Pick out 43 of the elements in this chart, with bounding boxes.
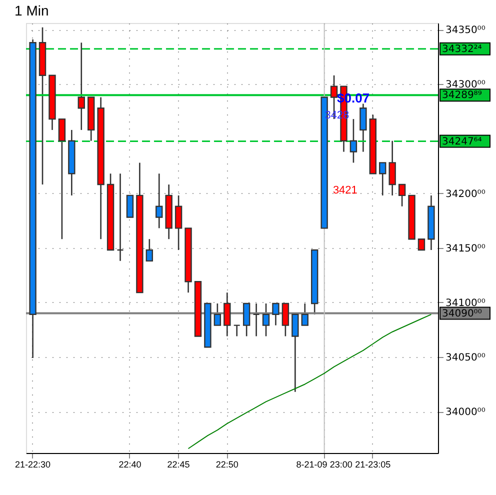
- annotation: 3421: [332, 184, 358, 197]
- y-tick-label: 34150⁰⁰: [446, 243, 486, 254]
- candlestick: [214, 302, 222, 326]
- x-tick-label: 21-22:30: [15, 460, 51, 470]
- candlestick: [262, 302, 270, 337]
- ref-line-label: 34332²⁴: [442, 44, 482, 55]
- candlestick: [360, 103, 367, 152]
- x-tick-label: 22:45: [167, 460, 190, 470]
- candlestick: [146, 238, 154, 262]
- candlestick: [398, 184, 406, 207]
- candlestick: [350, 118, 358, 164]
- candlestick: [301, 302, 308, 326]
- candlestick: [116, 172, 124, 262]
- y-tick-label: 34200⁰⁰: [446, 188, 486, 200]
- candlestick: [233, 324, 240, 337]
- candlestick: [224, 292, 231, 337]
- candlestick: [272, 302, 280, 326]
- candlestick: [78, 42, 85, 131]
- y-tick-label: 34300⁰⁰: [446, 80, 486, 91]
- y-tick-label: 34050⁰⁰: [446, 352, 486, 364]
- ref-line-label: 34247⁶⁴: [442, 136, 482, 148]
- ref-line-label: 34289⁸⁹: [442, 90, 482, 102]
- y-tick-label: 34000⁰⁰: [446, 407, 486, 418]
- x-tick-label: 22:40: [118, 460, 142, 470]
- candlestick: [252, 302, 260, 337]
- candlestick: [156, 172, 163, 229]
- candlestick: [379, 162, 386, 196]
- chart-title: 1 Min: [14, 2, 49, 18]
- candlestick: [292, 314, 299, 393]
- candlestick: [282, 302, 290, 337]
- line-series: [188, 314, 432, 450]
- candlestick: [242, 302, 250, 337]
- candlestick: [418, 238, 426, 251]
- candlestick: [58, 118, 66, 240]
- x-tick-label: 8-21-09 23:00: [296, 460, 352, 470]
- ref-line-label: 34090⁰⁰: [442, 308, 482, 320]
- x-tick-label: 22:50: [216, 460, 238, 470]
- candlestick: [126, 194, 134, 218]
- y-tick-label: 34100⁰⁰: [446, 298, 486, 309]
- candlestick: [174, 194, 182, 251]
- candlestick: [388, 140, 396, 196]
- y-tick-label: 34350⁰⁰: [446, 25, 486, 36]
- x-tick-label: 21-23:05: [355, 460, 391, 470]
